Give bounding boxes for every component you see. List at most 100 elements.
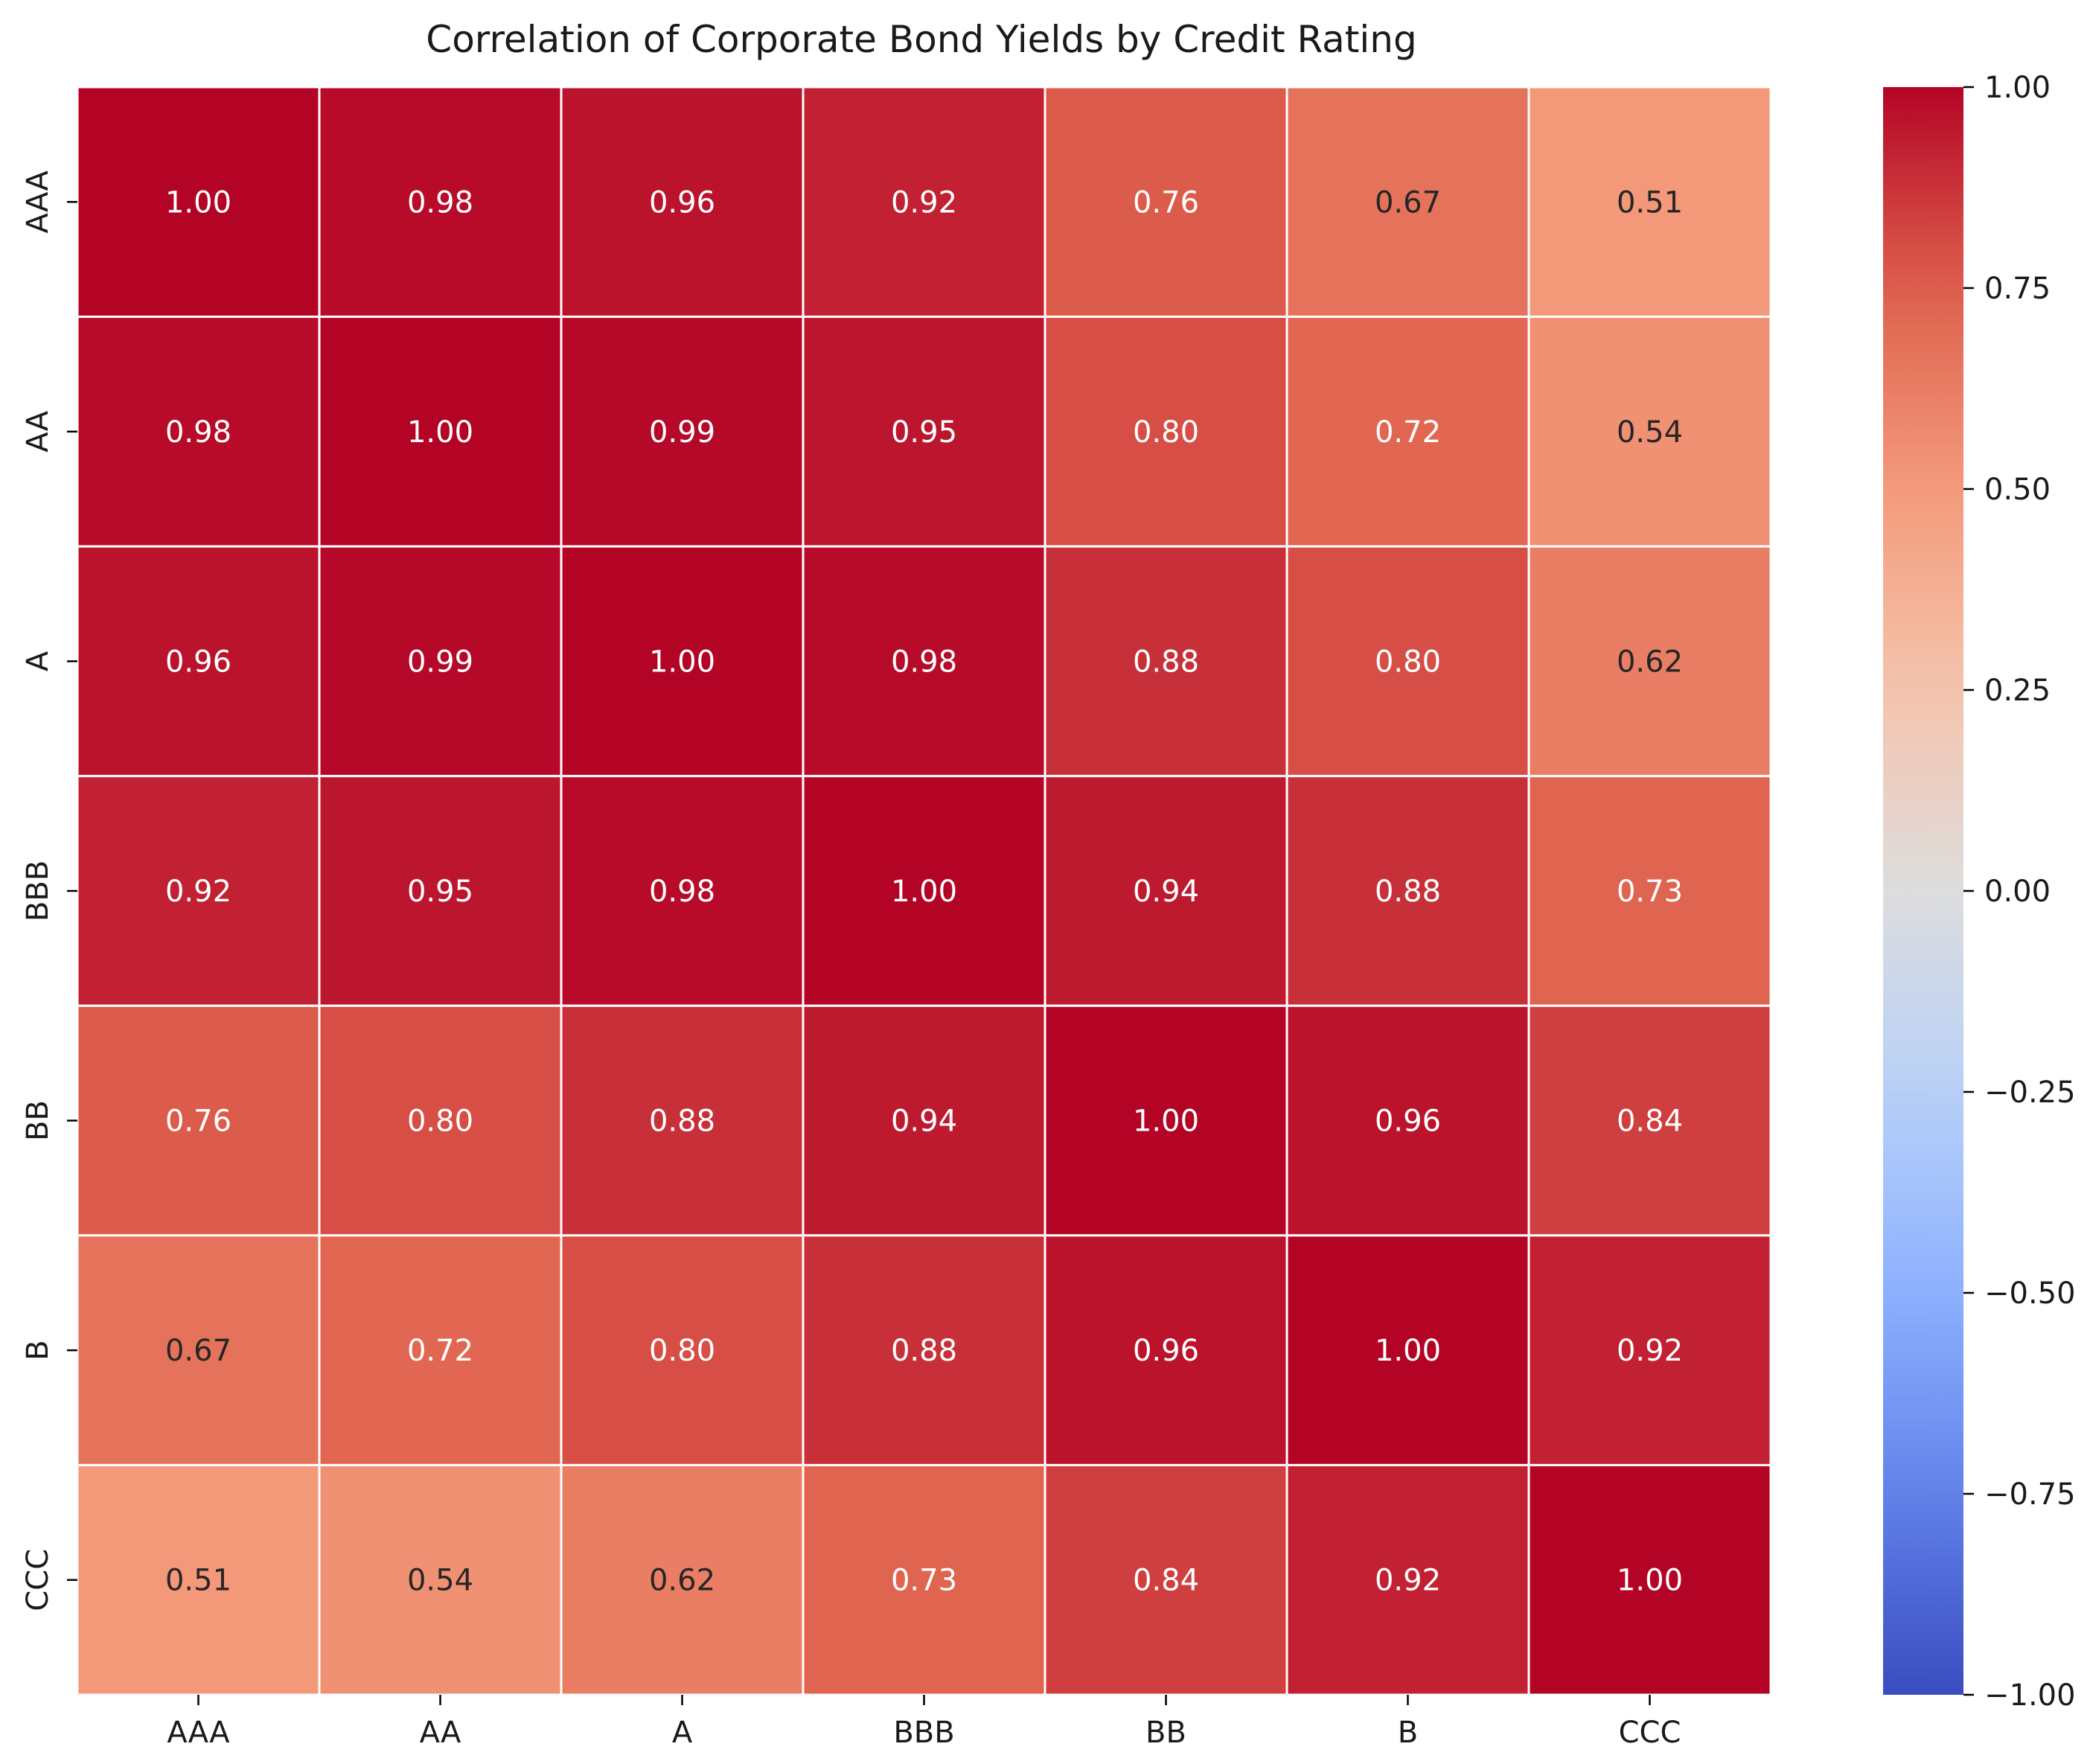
- cell-value-label: 0.76: [165, 1105, 231, 1139]
- cell-value-label: 1.00: [1375, 1334, 1441, 1368]
- cell-value-label: 1.00: [649, 645, 715, 679]
- cell-value-label: 0.96: [165, 645, 231, 679]
- cell-value-label: 0.98: [165, 415, 231, 450]
- y-tick-label: BBB: [21, 860, 55, 921]
- cell-value-label: 0.94: [1133, 875, 1199, 909]
- cell-value-label: 0.84: [1617, 1105, 1683, 1139]
- cell-value-label: 0.54: [1617, 415, 1683, 450]
- cell-value-label: 1.00: [165, 185, 231, 220]
- cell-value-label: 1.00: [1617, 1564, 1683, 1598]
- cell-value-label: 0.88: [1375, 875, 1441, 909]
- cell-A-A: [560, 545, 805, 778]
- cell-value-label: 0.80: [407, 1105, 473, 1139]
- cell-A-BBB: [802, 545, 1046, 778]
- cell-value-label: 0.92: [891, 185, 957, 220]
- cell-AAA-BBB: [802, 86, 1046, 319]
- cell-value-label: 0.92: [1375, 1564, 1441, 1598]
- x-tick-label: AAA: [167, 1716, 230, 1750]
- cell-AA-A: [560, 316, 805, 548]
- cell-A-B: [1285, 545, 1530, 778]
- x-tick-label: CCC: [1619, 1716, 1681, 1750]
- cell-value-label: 0.51: [165, 1564, 231, 1598]
- cell-A-AAA: [76, 545, 321, 778]
- cell-value-label: 0.80: [1133, 415, 1199, 450]
- colorbar-tick-label: 0.50: [1984, 473, 2051, 507]
- cell-value-label: 0.73: [891, 1564, 957, 1598]
- cell-CCC-CCC: [1527, 1463, 1772, 1696]
- cell-AAA-B: [1285, 86, 1530, 319]
- cell-value-label: 0.67: [1375, 185, 1441, 220]
- colorbar-tick-label: −0.75: [1984, 1477, 2076, 1512]
- cell-value-label: 0.98: [649, 875, 715, 909]
- cell-value-label: 0.92: [1617, 1334, 1683, 1368]
- y-tick-label: B: [21, 1340, 55, 1360]
- colorbar-tick-label: 0.00: [1984, 875, 2051, 909]
- x-tick-label: BBB: [893, 1716, 954, 1750]
- cell-BBB-CCC: [1527, 775, 1772, 1007]
- cell-B-BB: [1044, 1234, 1288, 1466]
- cell-annotations: 1.00 0.98 0.96 0.92 0.76 0.67 0.51 0.98 1.00 0.99…: [165, 185, 1683, 1597]
- cell-BBB-AA: [318, 775, 563, 1007]
- cell-value-label: 0.88: [649, 1105, 715, 1139]
- x-axis: AAA AA A BBB BB B CCC: [167, 1695, 1681, 1750]
- cell-value-label: 0.72: [1375, 415, 1441, 450]
- cell-CCC-B: [1285, 1463, 1530, 1696]
- colorbar-tick-label: 0.25: [1984, 674, 2051, 708]
- cell-B-A: [560, 1234, 805, 1466]
- cell-value-label: 0.62: [1617, 645, 1683, 679]
- colorbar-tick-label: −0.25: [1984, 1076, 2076, 1110]
- cell-B-AAA: [76, 1234, 321, 1466]
- cell-AA-AAA: [76, 316, 321, 548]
- cell-AA-BB: [1044, 316, 1288, 548]
- cell-value-label: 1.00: [1133, 1105, 1199, 1139]
- cell-value-label: 1.00: [891, 875, 957, 909]
- colorbar-tick-label: −1.00: [1984, 1678, 2076, 1713]
- y-tick-label: AA: [21, 410, 55, 452]
- cell-value-label: 0.98: [407, 185, 473, 220]
- cell-B-BBB: [802, 1234, 1046, 1466]
- x-tick-label: AA: [420, 1716, 461, 1750]
- colorbar-tick-label: 0.75: [1984, 272, 2051, 306]
- cell-value-label: 0.67: [165, 1334, 231, 1368]
- cell-value-label: 0.99: [407, 645, 473, 679]
- cell-B-AA: [318, 1234, 563, 1466]
- cell-CCC-AAA: [76, 1463, 321, 1696]
- cell-value-label: 0.88: [1133, 645, 1199, 679]
- cell-value-label: 0.72: [407, 1334, 473, 1368]
- y-tick-label: AAA: [21, 170, 55, 233]
- colorbar-tick-label: −0.50: [1984, 1276, 2076, 1311]
- cell-value-label: 0.96: [1133, 1334, 1199, 1368]
- cell-AA-CCC: [1527, 316, 1772, 548]
- cell-value-label: 0.54: [407, 1564, 473, 1598]
- cell-CCC-BB: [1044, 1463, 1288, 1696]
- cell-value-label: 0.84: [1133, 1564, 1199, 1598]
- cell-CCC-A: [560, 1463, 805, 1696]
- cell-value-label: 0.95: [407, 875, 473, 909]
- y-tick-label: CCC: [21, 1549, 55, 1611]
- cell-value-label: 0.96: [1375, 1105, 1441, 1139]
- cell-value-label: 0.80: [1375, 645, 1441, 679]
- cell-value-label: 0.80: [649, 1334, 715, 1368]
- cell-BB-AAA: [76, 1004, 321, 1237]
- cell-A-CCC: [1527, 545, 1772, 778]
- cell-BBB-B: [1285, 775, 1530, 1007]
- cell-A-BB: [1044, 545, 1288, 778]
- cell-AAA-BB: [1044, 86, 1288, 319]
- cell-CCC-BBB: [802, 1463, 1046, 1696]
- cell-value-label: 0.96: [649, 185, 715, 220]
- cell-B-CCC: [1527, 1234, 1772, 1466]
- cell-BB-CCC: [1527, 1004, 1772, 1237]
- colorbar: 1.00 0.75 0.50 0.25 0.00 −0.25 −0.50 −0.75 −1.00: [1883, 71, 2076, 1713]
- cell-AAA-AAA: [76, 86, 321, 319]
- cell-value-label: 0.92: [165, 875, 231, 909]
- cell-value-label: 1.00: [407, 415, 473, 450]
- y-tick-label: A: [21, 651, 55, 671]
- colorbar-gradient: [1883, 87, 1963, 1695]
- colorbar-tick-label: 1.00: [1984, 71, 2051, 105]
- cell-value-label: 0.98: [891, 645, 957, 679]
- cell-value-label: 0.73: [1617, 875, 1683, 909]
- x-tick-label: A: [672, 1716, 693, 1750]
- chart-title: Correlation of Corporate Bond Yields by …: [426, 18, 1416, 61]
